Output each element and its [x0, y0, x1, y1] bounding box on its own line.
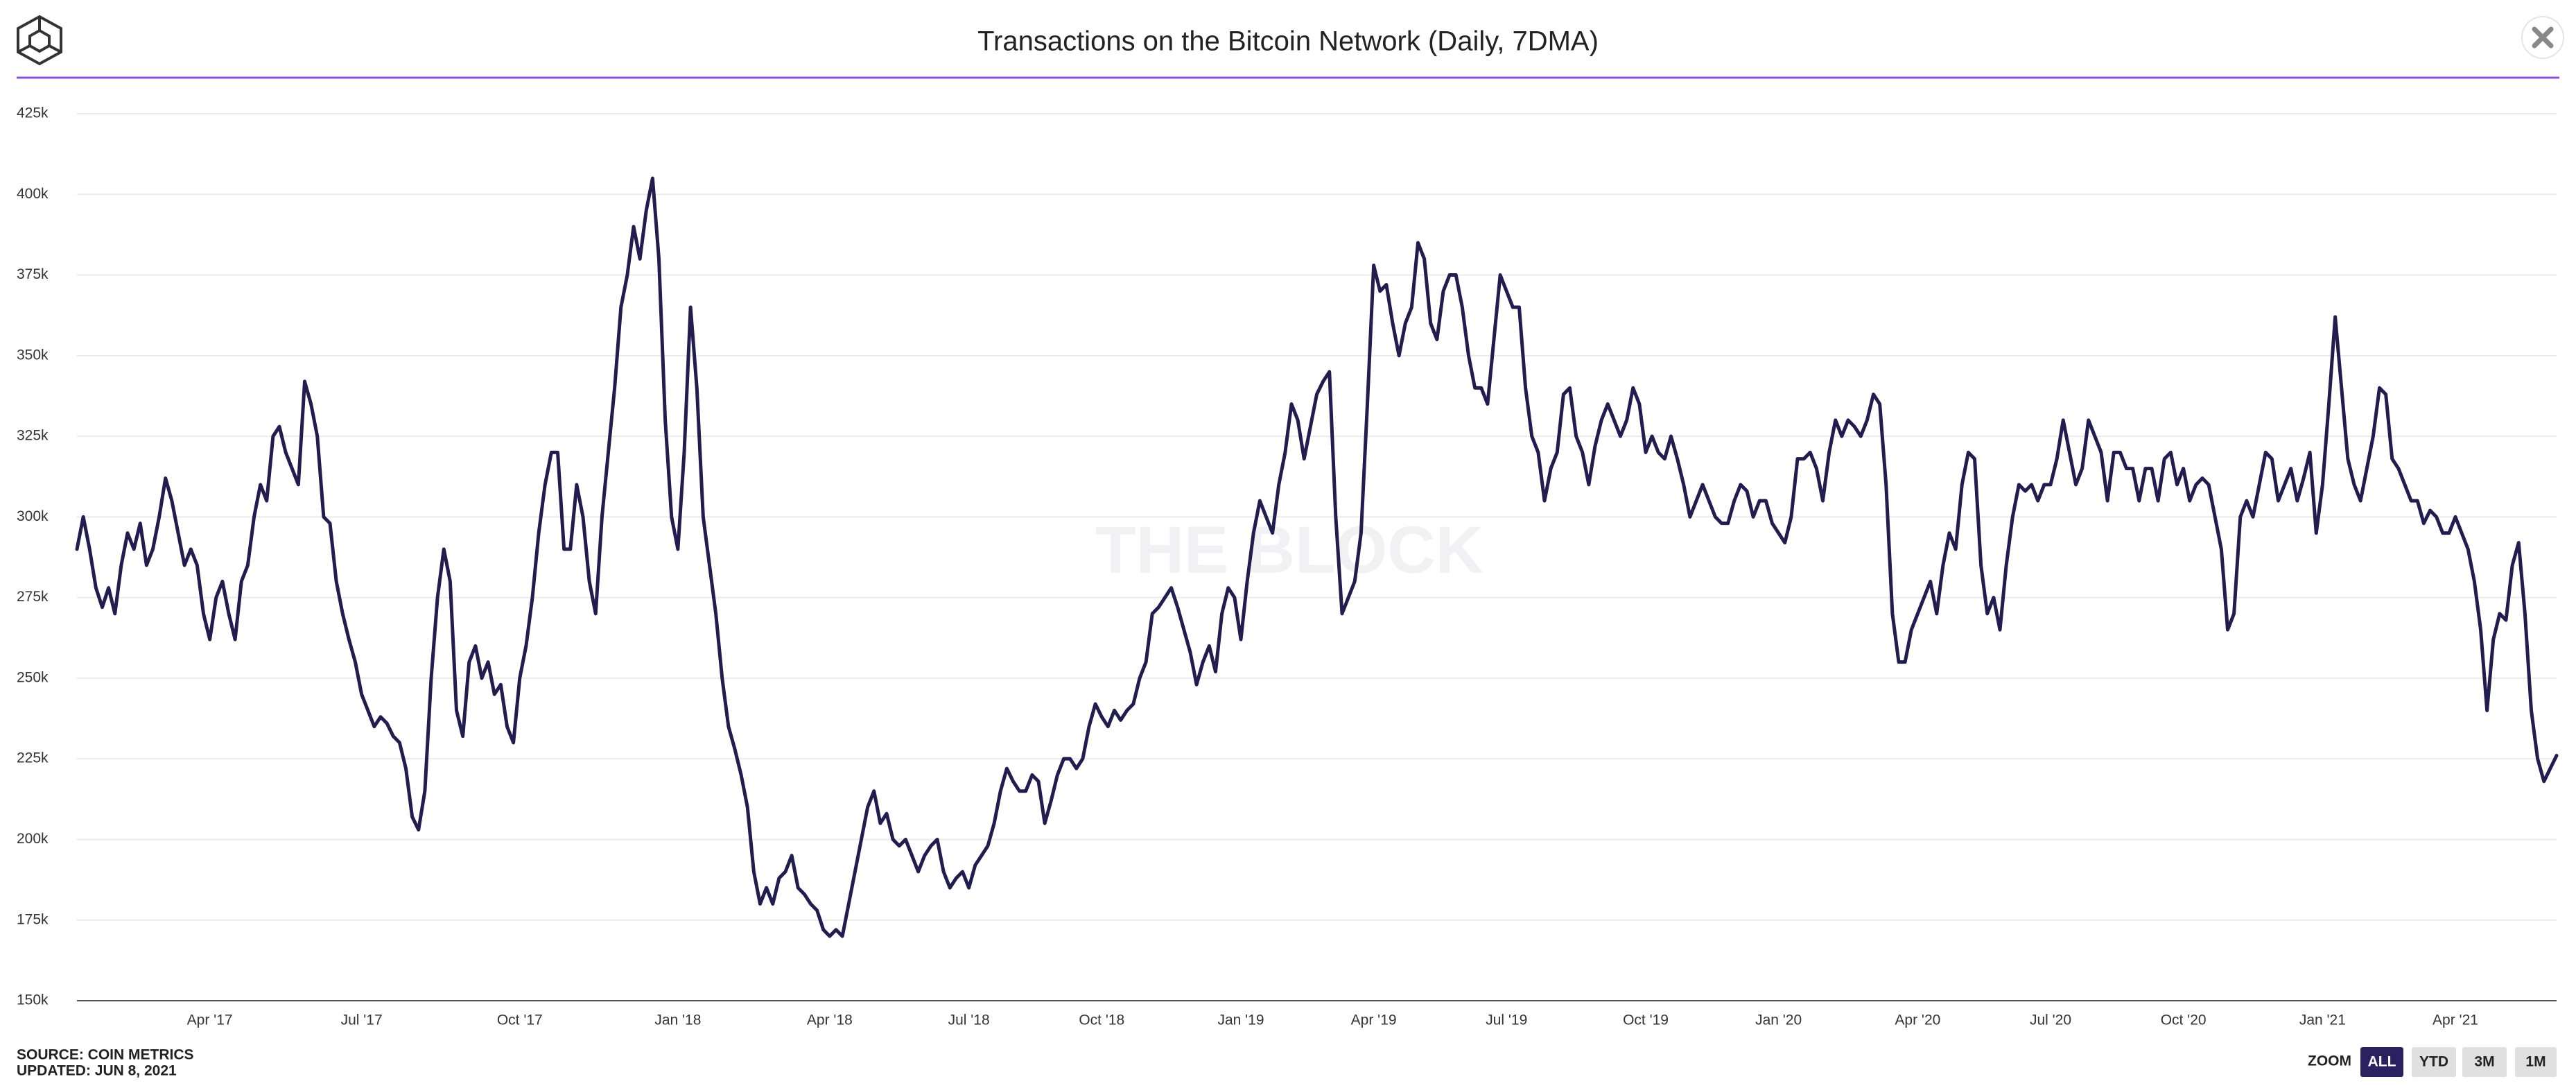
- y-tick-label: 250k: [17, 669, 49, 685]
- watermark: THE BLOCK: [1095, 512, 1483, 587]
- x-tick-label: Jul '18: [948, 1012, 990, 1028]
- zoom-button[interactable]: YTD: [2412, 1047, 2456, 1077]
- y-tick-label: 325k: [17, 428, 49, 444]
- x-tick-label: Jan '21: [2299, 1012, 2346, 1028]
- y-tick-label: 175k: [17, 911, 49, 927]
- zoom-button-label[interactable]: 1M: [2525, 1054, 2545, 1070]
- x-tick-label: Jul '19: [1486, 1012, 1527, 1028]
- logo-line: [17, 44, 31, 53]
- y-tick-label: 150k: [17, 992, 49, 1008]
- zoom-button-label[interactable]: ALL: [2368, 1054, 2396, 1070]
- logo-hex: [17, 15, 62, 66]
- zoom-button[interactable]: 1M: [2515, 1047, 2557, 1077]
- chart-title: Transactions on the Bitcoin Network (Dai…: [977, 26, 1599, 57]
- y-tick-label: 300k: [17, 508, 49, 524]
- zoom-button-bg[interactable]: [2360, 1047, 2403, 1077]
- y-tick-label: 350k: [17, 347, 49, 363]
- zoom-button-bg[interactable]: [2412, 1047, 2456, 1077]
- x-tick-label: Oct '20: [2161, 1012, 2207, 1028]
- logo-cube: [28, 28, 51, 53]
- zoom-button[interactable]: 3M: [2462, 1047, 2507, 1077]
- y-tick-label: 200k: [17, 831, 49, 847]
- x-tick-label: Jan '18: [654, 1012, 701, 1028]
- x-tick-label: Oct '17: [497, 1012, 543, 1028]
- y-tick-label: 225k: [17, 750, 49, 766]
- y-tick-label: 375k: [17, 266, 49, 282]
- close-icon[interactable]: [2532, 26, 2554, 49]
- close-button[interactable]: [2521, 16, 2564, 59]
- x-tick-label: Apr '17: [187, 1012, 233, 1028]
- y-tick-label: 400k: [17, 186, 49, 202]
- logo-line: [49, 44, 62, 53]
- x-tick-label: Apr '20: [1895, 1012, 1940, 1028]
- y-tick-label: 425k: [17, 105, 49, 121]
- zoom-button-bg[interactable]: [2462, 1047, 2507, 1077]
- x-tick-label: Jan '19: [1217, 1012, 1264, 1028]
- zoom-button-label[interactable]: YTD: [2419, 1054, 2448, 1070]
- zoom-button[interactable]: ALL: [2360, 1047, 2403, 1077]
- source-note: SOURCE: COIN METRICS: [17, 1047, 194, 1063]
- x-tick-label: Jan '20: [1755, 1012, 1802, 1028]
- x-tick-label: Apr '18: [807, 1012, 853, 1028]
- x-tick-label: Apr '21: [2433, 1012, 2478, 1028]
- x-tick-label: Apr '19: [1351, 1012, 1397, 1028]
- x-tick-label: Jul '20: [2030, 1012, 2071, 1028]
- zoom-button-bg[interactable]: [2515, 1047, 2557, 1077]
- zoom-button-label[interactable]: 3M: [2474, 1054, 2494, 1070]
- updated-note: UPDATED: JUN 8, 2021: [17, 1063, 177, 1079]
- x-tick-label: Jul '17: [341, 1012, 383, 1028]
- y-tick-label: 275k: [17, 589, 49, 605]
- x-tick-label: Oct '18: [1079, 1012, 1124, 1028]
- x-tick-label: Oct '19: [1623, 1012, 1669, 1028]
- zoom-label: ZOOM: [2308, 1053, 2351, 1069]
- data-line: [75, 176, 2559, 938]
- logo: [17, 15, 62, 66]
